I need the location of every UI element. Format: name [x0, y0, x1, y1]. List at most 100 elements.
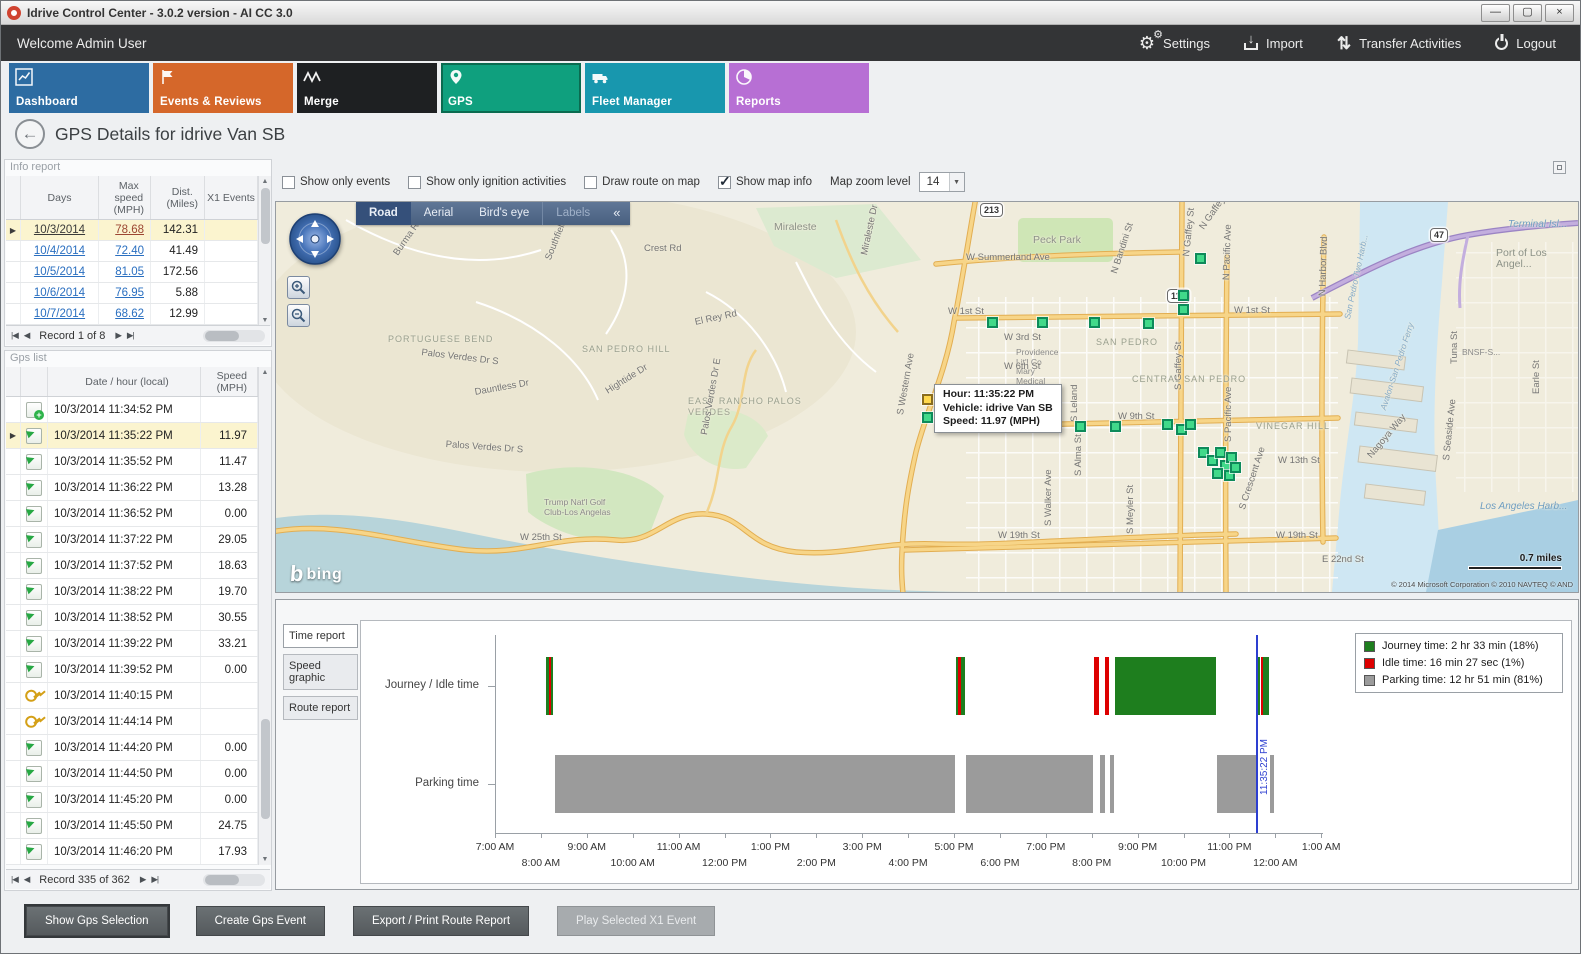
gps-marker[interactable]: [1162, 419, 1173, 430]
footer-button[interactable]: Show Gps Selection: [26, 906, 168, 936]
maximize-button[interactable]: ▢: [1513, 3, 1542, 22]
prev-record-button[interactable]: ◀: [23, 330, 30, 340]
gps-list-row[interactable]: ▶ 10/3/2014 11:45:50 PM 24.75: [6, 813, 270, 839]
map-option-checkbox[interactable]: Show only events: [282, 175, 390, 189]
gps-list-row[interactable]: ▶ 10/3/2014 11:35:22 PM 11.97: [6, 423, 270, 449]
checkbox-box[interactable]: [408, 175, 422, 189]
max-speed-link[interactable]: 72.40: [115, 245, 144, 257]
scrollbar-thumb[interactable]: [261, 188, 270, 244]
tile-events-reviews[interactable]: Events & Reviews: [153, 63, 293, 113]
footer-button[interactable]: Create Gps Event: [195, 906, 325, 936]
max-speed-link[interactable]: 76.95: [115, 287, 144, 299]
vertical-scrollbar[interactable]: ▲ ▼: [258, 176, 271, 326]
info-report-row[interactable]: ▶ 10/7/2014 68.62 12.99: [6, 304, 270, 325]
window-titlebar[interactable]: Idrive Control Center - 3.0.2 version - …: [1, 1, 1580, 25]
close-button[interactable]: ×: [1545, 3, 1574, 22]
map-option-checkbox[interactable]: Draw route on map: [584, 175, 700, 189]
gps-list-row[interactable]: ▶ 10/3/2014 11:36:52 PM 0.00: [6, 501, 270, 527]
checkbox-box[interactable]: [282, 175, 295, 189]
gps-list-row[interactable]: ▶ 10/3/2014 11:34:52 PM: [6, 397, 270, 423]
max-speed-link[interactable]: 68.62: [115, 308, 144, 320]
gps-list-row[interactable]: ▶ 10/3/2014 11:40:15 PM: [6, 683, 270, 709]
gps-marker[interactable]: [922, 412, 933, 423]
map-option-checkbox[interactable]: Show map info: [717, 173, 812, 190]
horizontal-scrollbar[interactable]: [203, 329, 265, 342]
info-report-row[interactable]: ▶ 10/5/2014 81.05 172.56: [6, 262, 270, 283]
minimize-button[interactable]: —: [1481, 3, 1510, 22]
settings-button[interactable]: ⚙ ⚙ Settings: [1138, 29, 1211, 53]
checkbox-box[interactable]: [584, 175, 598, 189]
gps-marker[interactable]: [1195, 253, 1206, 264]
day-link[interactable]: 10/3/2014: [33, 224, 86, 236]
prev-record-button[interactable]: ◀: [23, 874, 30, 884]
transfer-activities-button[interactable]: ⇅ Transfer Activities: [1336, 33, 1462, 53]
gps-list-row[interactable]: ▶ 10/3/2014 11:46:20 PM 17.93: [6, 839, 270, 865]
tile-dashboard[interactable]: Dashboard: [9, 63, 149, 113]
max-speed-link[interactable]: 81.05: [115, 266, 144, 278]
tile-gps[interactable]: GPS: [441, 63, 581, 113]
gps-marker[interactable]: [1207, 455, 1218, 466]
gps-marker[interactable]: [1089, 317, 1100, 328]
next-record-button[interactable]: ▶: [115, 330, 121, 340]
back-button[interactable]: ←: [15, 119, 45, 149]
max-speed-link[interactable]: 78.68: [115, 224, 144, 236]
scrollbar-thumb[interactable]: [261, 719, 270, 819]
gps-list-row[interactable]: ▶ 10/3/2014 11:38:52 PM 30.55: [6, 605, 270, 631]
info-report-row[interactable]: ▶ 10/3/2014 78.68 142.31: [6, 220, 270, 241]
gps-marker[interactable]: [987, 317, 998, 328]
last-record-button[interactable]: ▶|: [126, 330, 135, 340]
gps-list-row[interactable]: ▶ 10/3/2014 11:39:22 PM 33.21: [6, 631, 270, 657]
map-zoom-select[interactable]: 14 ▼: [918, 172, 965, 192]
import-button[interactable]: ↓ Import: [1244, 31, 1303, 51]
gps-list-row[interactable]: ▶ 10/3/2014 11:44:20 PM 0.00: [6, 735, 270, 761]
gps-list-row[interactable]: ▶ 10/3/2014 11:36:22 PM 13.28: [6, 475, 270, 501]
gps-marker[interactable]: [1037, 317, 1048, 328]
gps-marker[interactable]: [1143, 318, 1154, 329]
horizontal-scrollbar[interactable]: [203, 873, 265, 886]
gps-list-row[interactable]: ▶ 10/3/2014 11:44:50 PM 0.00: [6, 761, 270, 787]
gps-list-row[interactable]: ▶ 10/3/2014 11:37:52 PM 18.63: [6, 553, 270, 579]
gps-marker[interactable]: [1178, 290, 1189, 301]
chart-tab[interactable]: Time report: [283, 624, 358, 648]
day-link[interactable]: 10/4/2014: [33, 245, 86, 257]
gps-list-row[interactable]: ▶ 10/3/2014 11:44:14 PM: [6, 709, 270, 735]
gps-list-row[interactable]: ▶ 10/3/2014 11:39:52 PM 0.00: [6, 657, 270, 683]
gps-marker[interactable]: [1198, 447, 1209, 458]
gps-marker[interactable]: [1075, 421, 1086, 432]
chart-tab[interactable]: Route report: [283, 696, 358, 720]
gps-marker[interactable]: [1212, 468, 1223, 479]
first-record-button[interactable]: |◀: [11, 874, 19, 884]
gps-marker[interactable]: [922, 394, 933, 405]
vertical-scrollbar[interactable]: ▲ ▼: [258, 367, 271, 865]
checkbox-box[interactable]: [717, 173, 731, 190]
day-link[interactable]: 10/7/2014: [33, 308, 86, 320]
map-style-tab[interactable]: Aerial: [423, 207, 454, 219]
footer-button[interactable]: Play Selected X1 Event: [557, 906, 716, 936]
map-style-tab[interactable]: Road: [356, 202, 411, 225]
tile-merge[interactable]: Merge: [297, 63, 437, 113]
tile-fleet-manager[interactable]: Fleet Manager: [585, 63, 725, 113]
map-pan-compass[interactable]: [288, 212, 342, 266]
gps-list-row[interactable]: ▶ 10/3/2014 11:38:22 PM 19.70: [6, 579, 270, 605]
tile-reports[interactable]: Reports: [729, 63, 869, 113]
zoom-in-button[interactable]: [287, 276, 310, 299]
chevron-down-icon[interactable]: ▼: [948, 173, 964, 191]
collapse-map-panel-button[interactable]: [1553, 161, 1566, 174]
gps-marker[interactable]: [1215, 447, 1226, 458]
gps-marker[interactable]: [1230, 462, 1241, 473]
gps-marker[interactable]: [1224, 470, 1235, 481]
info-report-row[interactable]: ▶ 10/6/2014 76.95 5.88: [6, 283, 270, 304]
first-record-button[interactable]: |◀: [11, 330, 19, 340]
map-style-tab[interactable]: Bird's eye: [479, 207, 530, 219]
last-record-button[interactable]: ▶|: [151, 874, 159, 884]
gps-list-row[interactable]: ▶ 10/3/2014 11:37:22 PM 29.05: [6, 527, 270, 553]
gps-list-row[interactable]: ▶ 10/3/2014 11:35:52 PM 11.47: [6, 449, 270, 475]
map-option-checkbox[interactable]: Show only ignition activities: [408, 175, 566, 189]
chart-tab[interactable]: Speed graphic: [283, 654, 358, 690]
footer-button[interactable]: Export / Print Route Report: [352, 906, 530, 936]
info-report-row[interactable]: ▶ 10/4/2014 72.40 41.49: [6, 241, 270, 262]
map-style-tab[interactable]: Labels: [542, 202, 603, 225]
map[interactable]: Miraleste Peck Park W Summerland Ave Crest …: [275, 201, 1579, 593]
day-link[interactable]: 10/5/2014: [33, 266, 86, 278]
gps-marker[interactable]: [1178, 304, 1189, 315]
